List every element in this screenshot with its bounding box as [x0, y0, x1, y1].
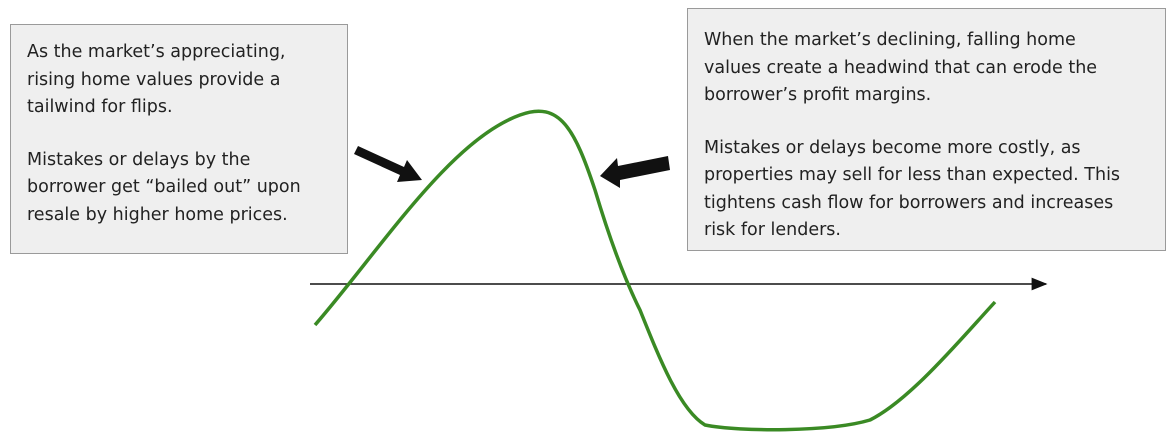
text-line: resale by higher home prices. [27, 204, 288, 225]
text-line: rising home values provide a [27, 69, 281, 90]
paragraph: When the market’s declining, falling hom… [704, 27, 1149, 110]
text-line: borrower get “bailed out” upon [27, 177, 301, 197]
text-line: values create a headwind that can erode … [704, 57, 1098, 78]
paragraph: Mistakes or delays by the borrower get “b… [27, 147, 331, 230]
text-line: As the market’s appreciating, [27, 42, 286, 62]
market-cycle-curve [313, 109, 997, 432]
paragraph: As the market’s appreciating, rising home… [27, 39, 331, 122]
left-arrow [354, 146, 422, 182]
text-line: risk for lenders. [704, 220, 841, 240]
text-line: tailwind for flips. [27, 97, 173, 117]
text-line: tightens cash flow for borrowers and inc… [704, 192, 1114, 213]
text-line: Mistakes or delays by the [27, 149, 251, 170]
text-line: properties may sell for less than expect… [704, 165, 1121, 185]
paragraph: Mistakes or delays become more costly, a… [704, 135, 1149, 245]
right-text-box: When the market’s declining, falling hom… [687, 8, 1166, 251]
text-line: borrower’s profit margins. [704, 85, 932, 105]
text-line: When the market’s declining, falling hom… [704, 30, 1076, 50]
left-text-box: As the market’s appreciating, rising home… [10, 24, 348, 254]
text-line: Mistakes or delays become more costly, a… [704, 137, 1081, 158]
right-arrow [600, 156, 670, 188]
